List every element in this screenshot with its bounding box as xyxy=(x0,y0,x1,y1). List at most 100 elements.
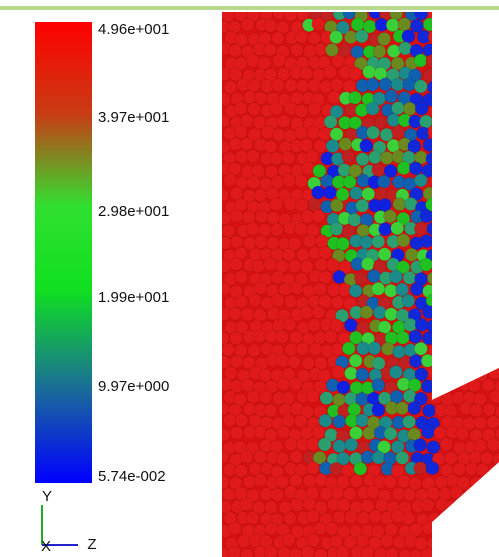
particle xyxy=(479,66,494,80)
particle xyxy=(283,197,298,211)
particle xyxy=(347,402,362,417)
particle xyxy=(445,210,460,224)
particle xyxy=(362,426,377,440)
particle xyxy=(378,222,393,236)
particle xyxy=(329,127,344,141)
particle xyxy=(306,533,321,548)
particle xyxy=(409,354,423,369)
particle xyxy=(488,79,499,93)
particle xyxy=(323,115,338,129)
particle xyxy=(433,42,448,57)
particle xyxy=(493,237,499,251)
particle xyxy=(445,260,460,274)
particle xyxy=(389,365,403,379)
particle xyxy=(283,12,298,22)
particle xyxy=(396,161,411,175)
particle xyxy=(433,188,448,203)
particle xyxy=(455,548,470,557)
particle xyxy=(269,222,284,237)
particle xyxy=(402,487,417,502)
particle xyxy=(456,91,470,106)
particle xyxy=(222,282,231,296)
particle xyxy=(284,437,298,451)
particle xyxy=(422,68,437,83)
particle xyxy=(486,102,499,117)
particle xyxy=(473,150,487,165)
particle xyxy=(441,30,455,45)
particle xyxy=(344,366,358,381)
particle xyxy=(222,402,230,416)
particle xyxy=(446,524,461,539)
particle xyxy=(240,548,254,557)
particle xyxy=(449,150,463,164)
particle xyxy=(305,509,320,524)
particle xyxy=(491,139,499,154)
particle xyxy=(464,321,478,335)
particle xyxy=(434,309,449,323)
particle xyxy=(452,245,467,260)
particle xyxy=(311,209,326,223)
particle xyxy=(259,534,273,549)
particle xyxy=(361,187,376,201)
particle xyxy=(475,318,489,333)
particle xyxy=(247,127,262,142)
particle xyxy=(223,173,237,187)
particle xyxy=(312,164,327,178)
particle xyxy=(234,320,249,335)
particle xyxy=(491,165,499,179)
particle xyxy=(313,282,328,296)
particle xyxy=(468,450,483,465)
particle xyxy=(228,476,243,491)
particle xyxy=(318,245,333,260)
particle xyxy=(234,149,249,164)
particle xyxy=(395,451,410,465)
particle xyxy=(302,234,317,248)
particle xyxy=(481,378,496,393)
particle xyxy=(222,342,235,357)
particle xyxy=(426,271,441,286)
particle xyxy=(473,224,487,238)
particle xyxy=(398,41,413,56)
particle xyxy=(487,344,499,359)
particle xyxy=(433,66,448,80)
particle xyxy=(271,293,285,308)
particle xyxy=(270,175,285,189)
particle xyxy=(233,101,248,115)
particle xyxy=(372,305,387,320)
particle xyxy=(444,283,459,297)
particle xyxy=(359,305,374,320)
particle xyxy=(315,234,329,249)
particle xyxy=(491,67,499,82)
particle xyxy=(480,546,495,557)
particle xyxy=(325,139,340,153)
particle xyxy=(283,294,298,309)
particle xyxy=(350,17,365,32)
particle xyxy=(426,486,441,501)
particle xyxy=(248,293,262,308)
particle xyxy=(289,473,303,488)
particle xyxy=(469,44,484,59)
particle xyxy=(269,151,284,166)
particle xyxy=(456,258,471,273)
particle xyxy=(395,282,409,297)
particle xyxy=(414,12,428,21)
particle xyxy=(468,89,482,104)
particle xyxy=(257,222,272,237)
particle xyxy=(462,175,476,189)
particle xyxy=(325,522,339,536)
particle xyxy=(272,53,286,68)
particle xyxy=(414,391,428,406)
particle xyxy=(338,260,352,274)
particle xyxy=(468,18,483,32)
particle xyxy=(222,140,231,155)
particle xyxy=(360,499,375,513)
particle xyxy=(413,53,428,68)
particle xyxy=(335,545,350,557)
particle xyxy=(341,463,355,478)
particle xyxy=(473,198,488,212)
legend-label: 4.96e+001 xyxy=(98,21,169,38)
particle xyxy=(461,101,475,116)
particle xyxy=(245,222,260,236)
particle xyxy=(384,89,399,104)
particle xyxy=(467,164,482,178)
